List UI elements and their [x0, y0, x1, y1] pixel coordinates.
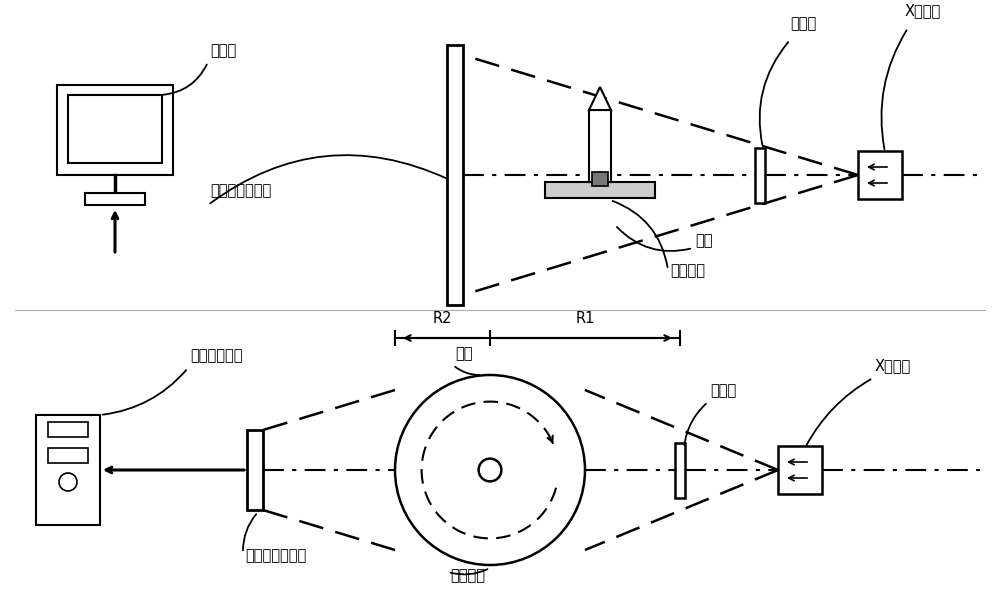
Text: 扫描平台: 扫描平台 — [450, 568, 485, 583]
Text: 三维重建系统: 三维重建系统 — [190, 348, 242, 363]
Bar — [755, 148, 765, 203]
Text: 样品: 样品 — [695, 233, 712, 248]
Polygon shape — [589, 87, 611, 110]
Bar — [68, 95, 162, 163]
Text: 扫描平台: 扫描平台 — [670, 263, 705, 278]
Text: 样品: 样品 — [455, 346, 473, 361]
Bar — [545, 182, 655, 198]
Bar — [48, 422, 88, 437]
Bar — [247, 430, 263, 510]
Text: 显示器: 显示器 — [210, 43, 236, 58]
Bar — [778, 446, 822, 494]
Bar — [675, 443, 685, 498]
Bar — [85, 193, 145, 205]
Bar — [858, 151, 902, 199]
Bar — [592, 172, 608, 186]
Bar — [36, 415, 100, 525]
Bar — [57, 85, 173, 175]
Text: 光子计数探测器: 光子计数探测器 — [245, 548, 306, 563]
Text: R2: R2 — [432, 311, 452, 326]
Text: X射线源: X射线源 — [905, 3, 941, 18]
Bar — [48, 448, 88, 463]
Bar — [447, 45, 463, 305]
Text: R1: R1 — [575, 311, 595, 326]
Text: 光子计数探测器: 光子计数探测器 — [210, 183, 271, 198]
Text: 过滤片: 过滤片 — [790, 16, 816, 31]
Bar — [589, 110, 611, 182]
Text: X射线源: X射线源 — [875, 358, 911, 373]
Text: 过滤片: 过滤片 — [710, 383, 736, 398]
